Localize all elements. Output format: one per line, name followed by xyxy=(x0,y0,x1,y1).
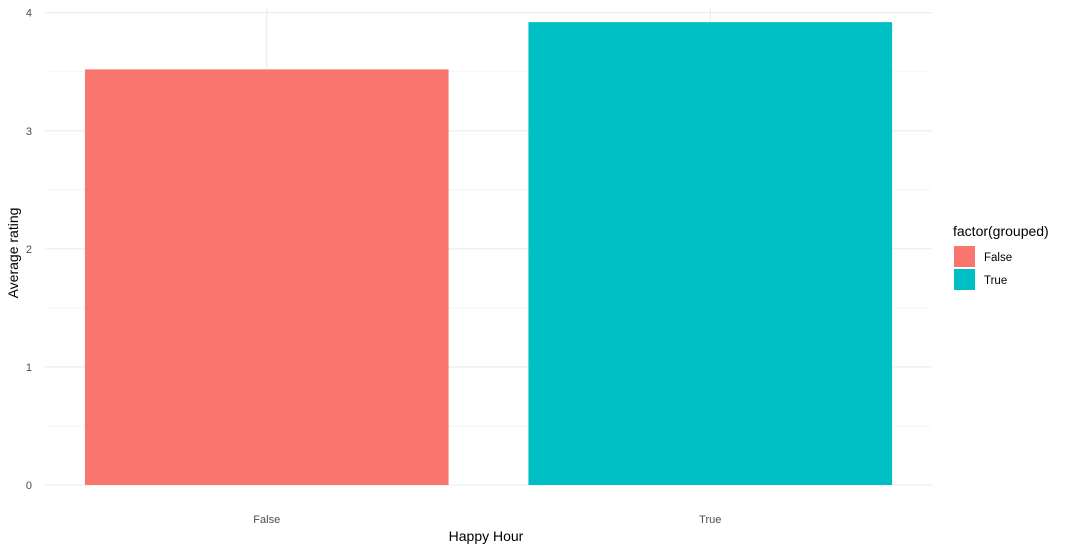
legend-label: True xyxy=(984,275,1007,287)
legend: factor(grouped) False True xyxy=(953,223,1049,290)
legend-title: factor(grouped) xyxy=(953,223,1049,239)
bars xyxy=(84,22,893,486)
y-tick-label: 4 xyxy=(26,8,32,20)
bar-false xyxy=(84,69,449,485)
y-tick-label: 1 xyxy=(26,362,32,374)
legend-swatch xyxy=(954,246,975,267)
y-axis-ticks: 0 1 2 3 4 xyxy=(26,8,32,492)
bar-true xyxy=(528,22,893,486)
y-tick-label: 0 xyxy=(26,480,32,492)
legend-swatch xyxy=(954,269,975,290)
legend-entries: False True xyxy=(954,246,1012,290)
y-axis-title: Average rating xyxy=(5,208,21,299)
y-tick-label: 3 xyxy=(26,126,32,138)
x-axis-ticks: False True xyxy=(253,514,721,526)
x-axis-title: Happy Hour xyxy=(449,528,524,544)
y-tick-label: 2 xyxy=(26,244,32,256)
x-tick-label: False xyxy=(253,514,280,526)
legend-label: False xyxy=(984,252,1012,264)
x-tick-label: True xyxy=(699,514,721,526)
